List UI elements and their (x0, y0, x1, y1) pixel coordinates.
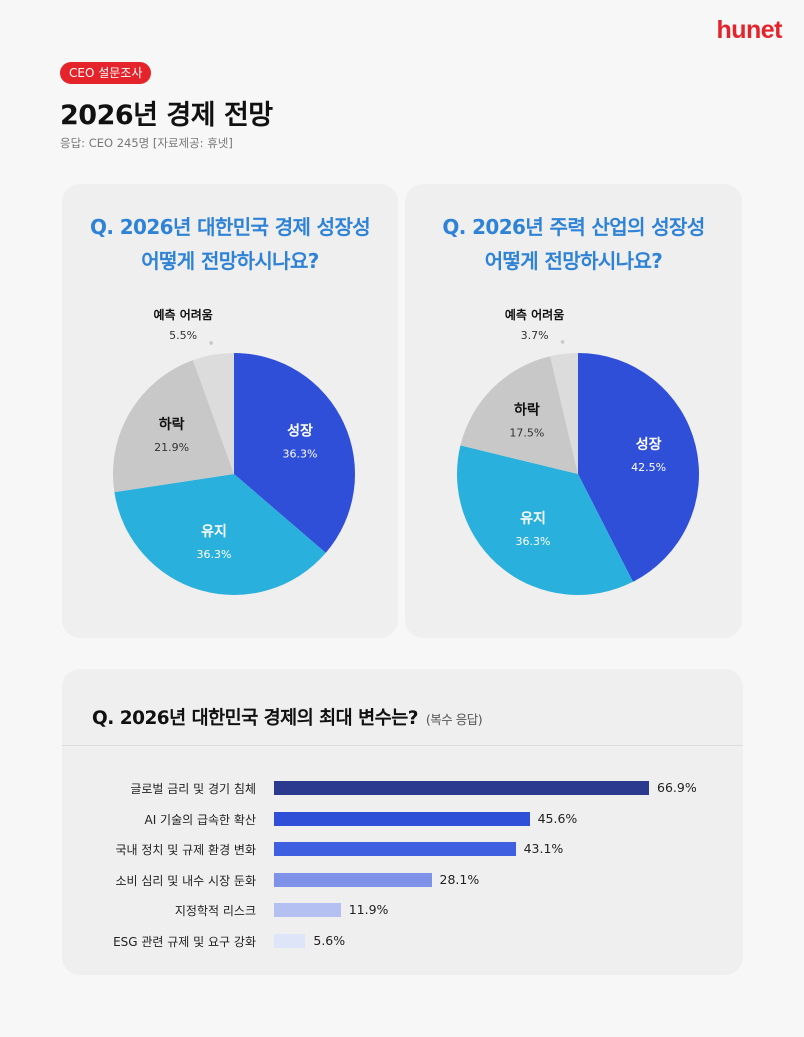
pie-question-line: 어떻게 전망하시나요? (484, 249, 663, 273)
pie-leader-dot (209, 341, 213, 345)
pie-slice-decline (460, 356, 578, 474)
bar-card-variables: Q. 2026년 대한민국 경제의 최대 변수는? (복수 응답) 글로벌 금리… (62, 669, 743, 975)
bar-value-label: 66.9% (657, 780, 697, 795)
pie-slice-label: 성장 (636, 436, 662, 453)
bar-value-label: 43.1% (523, 841, 564, 856)
pie-question: Q. 2026년 대한민국 경제 성장성 어떻게 전망하시나요? (62, 210, 398, 278)
pie-slice-label: 성장 (287, 423, 313, 440)
pie-slice-growth (234, 353, 355, 553)
pie-slice-value: 3.7% (521, 329, 549, 342)
pie-question-line: Q. 2026년 대한민국 경제 성장성 (89, 215, 371, 239)
pie-slice-label: 예측 어려움 (505, 307, 564, 322)
pie-card-economy: Q. 2026년 대한민국 경제 성장성 어떻게 전망하시나요? 성장 36.3%… (62, 184, 398, 638)
bar-category-label: AI 기술의 급속한 확산 (144, 812, 256, 827)
pie-slice-uncertain (550, 353, 578, 474)
bar-question-note: (복수 응답) (425, 712, 483, 727)
pie-slice-value: 5.5% (169, 329, 197, 342)
bar-category-label: ESG 관련 규제 및 요구 강화 (113, 934, 256, 949)
pie-slice-decline (113, 360, 234, 493)
pie-slice-value: 21.9% (154, 441, 189, 454)
pie-leader-dot (560, 340, 565, 344)
bar (274, 872, 432, 887)
pie-slice-label: 유지 (520, 511, 546, 527)
divider (62, 745, 743, 746)
pie-chart-industry: 성장 42.5% 유지 36.3% 하락 17.5% 예측 어려움 3.7% (457, 307, 699, 595)
pie-slice-label: 하락 (514, 402, 540, 419)
survey-badge: CEO 설문조사 (60, 62, 152, 84)
bar-category-label: 글로벌 금리 및 경기 침체 (130, 782, 256, 796)
bar (274, 842, 516, 856)
bar-category-label: 지정학적 리스크 (174, 904, 256, 918)
pie-chart-economy: 성장 36.3% 유지 36.3% 하락 21.9% 예측 어려움 5.5% (113, 307, 355, 595)
pie-slice-label: 유지 (201, 524, 227, 540)
pie-slice-growth (578, 353, 699, 582)
page-subtitle: 응답: CEO 245명 [자료제공: 휴넷] (60, 136, 233, 150)
pie-slice-value: 36.3% (515, 535, 550, 548)
bar-category-label: 소비 심리 및 내수 시장 둔화 (115, 873, 256, 888)
bar (274, 781, 649, 795)
pie-slice-value: 42.5% (631, 461, 666, 474)
hunet-logo: hunet (716, 16, 782, 44)
pie-question-line: Q. 2026년 주력 산업의 성장성 (442, 215, 705, 239)
bar (274, 811, 530, 826)
pie-slice-value: 36.3% (283, 448, 318, 461)
bar (274, 933, 306, 948)
pie-slice-value: 17.5% (509, 427, 544, 440)
pie-question: Q. 2026년 주력 산업의 성장성 어떻게 전망하시나요? (405, 210, 742, 278)
bar-value-label: 28.1% (439, 871, 480, 887)
bar-value-label: 11.9% (348, 902, 389, 917)
pie-question-line: 어떻게 전망하시나요? (141, 249, 319, 273)
bar-value-label: 45.6% (537, 810, 578, 826)
page-title: 2026년 경제 전망 (60, 100, 273, 131)
bar-category-label: 국내 정치 및 규제 환경 변화 (115, 843, 256, 857)
bar (274, 903, 341, 917)
bar-question: Q. 2026년 대한민국 경제의 최대 변수는? (복수 응답) (92, 704, 483, 730)
pie-slice-label: 예측 어려움 (153, 307, 212, 322)
pie-card-industry: Q. 2026년 주력 산업의 성장성 어떻게 전망하시나요? 성장 42.5% 유… (405, 184, 742, 638)
pie-slice-label: 하락 (159, 416, 185, 433)
pie-slice-value: 36.3% (196, 548, 231, 561)
pie-slice-maintain (457, 445, 633, 595)
bar-question-text: Q. 2026년 대한민국 경제의 최대 변수는? (92, 708, 418, 729)
pie-slice-uncertain (193, 353, 234, 474)
bar-value-label: 5.6% (313, 932, 346, 948)
pie-slice-maintain (114, 474, 326, 595)
